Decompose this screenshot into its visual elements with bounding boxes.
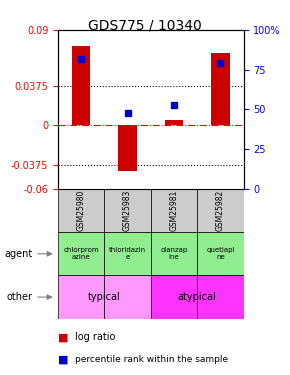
Bar <box>104 275 151 319</box>
Text: olanzap
ine: olanzap ine <box>160 247 188 260</box>
Text: GSM25982: GSM25982 <box>216 190 225 231</box>
Text: percentile rank within the sample: percentile rank within the sample <box>75 356 229 364</box>
Text: thioridazin
e: thioridazin e <box>109 247 146 260</box>
Bar <box>58 275 104 319</box>
Text: atypical: atypical <box>178 292 217 302</box>
Text: ■: ■ <box>58 333 68 342</box>
Bar <box>197 189 244 232</box>
Bar <box>58 189 104 232</box>
Text: GDS775 / 10340: GDS775 / 10340 <box>88 19 202 33</box>
Text: ■: ■ <box>58 355 68 365</box>
Bar <box>104 189 151 232</box>
Bar <box>211 53 230 125</box>
Bar <box>165 120 183 125</box>
Text: typical: typical <box>88 292 121 302</box>
Bar <box>104 232 151 275</box>
Bar <box>197 232 244 275</box>
Bar <box>197 275 244 319</box>
Text: chlorprom
azine: chlorprom azine <box>64 247 99 260</box>
Bar <box>118 125 137 171</box>
Text: GSM25981: GSM25981 <box>169 190 179 231</box>
Text: other: other <box>6 292 32 302</box>
Text: quetiapi
ne: quetiapi ne <box>206 247 235 260</box>
Bar <box>58 232 104 275</box>
Bar <box>151 189 197 232</box>
Text: log ratio: log ratio <box>75 333 116 342</box>
Text: GSM25983: GSM25983 <box>123 190 132 231</box>
Text: agent: agent <box>4 249 32 259</box>
Bar <box>72 46 90 125</box>
Text: GSM25980: GSM25980 <box>77 190 86 231</box>
Bar <box>151 275 197 319</box>
Bar <box>151 232 197 275</box>
